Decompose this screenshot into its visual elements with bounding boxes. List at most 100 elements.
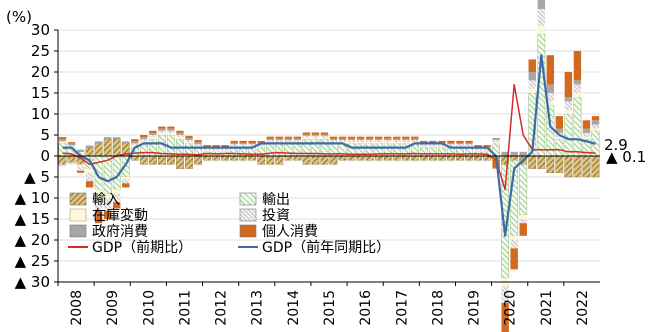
bar-個人消費-2014Q2 (284, 136, 293, 139)
bar-投資-2015Q2 (320, 135, 329, 138)
bar-個人消費-2012Q4 (230, 140, 238, 143)
bar-個人消費-2012Q1 (203, 145, 211, 148)
x-tick-label: 2019 (467, 290, 483, 326)
bar-政府消費-2014Q3 (293, 138, 302, 141)
bar-投資-2011Q2 (176, 135, 184, 138)
bar-個人消費-2012Q2 (212, 145, 220, 148)
bar-個人消費-2016Q2 (356, 136, 365, 139)
x-tick-label: 2021 (539, 290, 555, 326)
bar-在庫変動-2009Q4 (122, 177, 130, 180)
bar-輸出-2008Q1 (58, 143, 67, 157)
bar-輸入-2021Q3 (546, 155, 555, 173)
bar-投資-2019Q3 (474, 148, 482, 151)
bar-政府消費-2020Q4 (519, 151, 527, 156)
bar-政府消費-2015Q4 (338, 138, 347, 141)
bar-個人消費-2017Q4 (411, 136, 419, 139)
bar-政府消費-2015Q1 (311, 134, 320, 136)
bar-個人消費-2011Q1 (167, 126, 175, 129)
bar-政府消費-2015Q2 (320, 134, 329, 136)
bar-投資-2019Q2 (465, 144, 473, 147)
bar-個人消費-2009Q1 (94, 210, 103, 224)
x-tick-label: 2010 (141, 290, 157, 326)
bar-輸入-2010Q3 (148, 155, 157, 165)
bar-政府消費-2008Q4 (85, 145, 94, 148)
bar-輸入-2022Q3 (582, 155, 591, 178)
bar-政府消費-2010Q4 (158, 128, 166, 131)
bar-投資-2009Q3 (113, 193, 121, 203)
bar-個人消費-2016Q3 (365, 136, 374, 139)
bar-投資-2013Q2 (248, 144, 256, 147)
bar-投資-2018Q4 (447, 144, 455, 147)
bar-在庫変動-2021Q1 (528, 88, 536, 93)
bar-個人消費-2015Q3 (329, 136, 338, 139)
legend-label-輸出: 輸出 (262, 192, 290, 208)
bar-投資-2017Q3 (402, 140, 410, 143)
bar-輸入-2018Q3 (438, 155, 446, 161)
bar-輸入-2010Q4 (157, 155, 166, 165)
bar-投資-2018Q3 (438, 144, 446, 147)
bar-政府消費-2016Q4 (374, 138, 383, 141)
bar-輸入-2014Q3 (293, 155, 302, 161)
bar-政府消費-2018Q4 (447, 142, 455, 145)
bar-在庫変動-2015Q2 (320, 137, 329, 140)
x-tick-label: 2012 (214, 290, 230, 326)
legend-label-投資: 投資 (262, 208, 290, 224)
bar-個人消費-2013Q1 (239, 140, 247, 143)
bar-輸入-2012Q1 (203, 155, 211, 161)
bar-在庫変動-2008Q4 (85, 168, 94, 173)
bar-在庫変動-2020Q3 (510, 235, 518, 240)
bar-輸入-2016Q2 (356, 155, 365, 161)
bar-政府消費-2014Q1 (275, 138, 284, 141)
bar-政府消費-2011Q4 (194, 142, 202, 145)
bar-個人消費-2018Q4 (447, 140, 455, 143)
bar-投資-2020Q2 (501, 286, 509, 303)
bar-投資-2011Q3 (185, 140, 193, 143)
bar-投資-2022Q4 (591, 124, 600, 129)
bar-個人消費-2010Q2 (140, 135, 148, 138)
bar-政府消費-2009Q2 (103, 137, 112, 140)
bar-政府消費-2008Q3 (76, 149, 85, 152)
bar-政府消費-2016Q2 (356, 138, 365, 141)
bar-輸入-2008Q4 (85, 147, 94, 157)
bar-投資-2012Q4 (230, 144, 238, 147)
bar-投資-2018Q2 (429, 144, 437, 147)
bar-政府消費-2009Q3 (113, 137, 121, 140)
bar-投資-2018Q1 (420, 144, 428, 147)
bar-輸入-2011Q3 (185, 155, 193, 169)
bar-在庫変動-2010Q4 (158, 132, 166, 135)
annotation-qoq: ▲ 0.1 (606, 148, 646, 166)
bar-在庫変動-2019Q4 (483, 150, 491, 152)
bar-投資-2009Q1 (94, 198, 103, 211)
annotations: 2.9▲ 0.1 (604, 136, 646, 166)
bar-個人消費-2014Q1 (275, 136, 284, 139)
bar-個人消費-2022Q3 (582, 120, 591, 129)
bar-投資-2013Q4 (266, 140, 274, 143)
bar-個人消費-2009Q2 (103, 210, 112, 219)
bar-輸入-2022Q1 (564, 155, 573, 178)
bar-在庫変動-2017Q3 (402, 142, 410, 144)
bar-在庫変動-2012Q3 (221, 150, 229, 152)
x-tick-label: 2011 (177, 290, 193, 326)
bar-在庫変動-2011Q2 (176, 137, 184, 140)
bar-個人消費-2022Q4 (591, 116, 600, 121)
bar-政府消費-2016Q1 (347, 138, 356, 141)
bar-輸出-2018Q1 (419, 147, 428, 157)
y-tick-label: 20 (31, 63, 50, 81)
bar-在庫変動-2016Q2 (356, 142, 365, 144)
bar-投資-2015Q1 (311, 135, 320, 138)
bar-投資-2014Q1 (275, 140, 284, 143)
bar-輸入-2014Q1 (275, 155, 284, 165)
legend-swatch-政府消費 (69, 224, 87, 238)
bar-個人消費-2017Q1 (384, 136, 392, 139)
y-tick-label: 10 (31, 105, 50, 123)
bar-個人消費-2011Q4 (194, 140, 202, 143)
bar-輸入-2018Q1 (419, 155, 428, 161)
bar-輸入-2008Q2 (67, 155, 76, 163)
y-unit-label: (%) (6, 8, 32, 26)
bar-投資-2020Q3 (510, 240, 518, 249)
bar-投資-2010Q1 (131, 143, 139, 146)
bar-個人消費-2019Q4 (483, 145, 491, 148)
y-tick-label: ▲ 10 (15, 189, 50, 207)
line-series (62, 54, 596, 237)
